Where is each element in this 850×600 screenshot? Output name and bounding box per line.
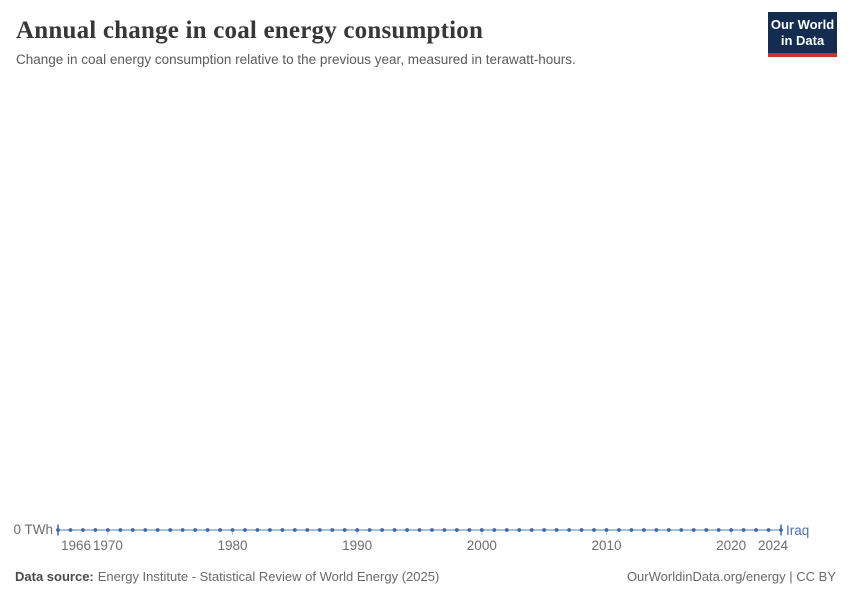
data-point-marker	[243, 528, 247, 532]
data-point-marker	[305, 528, 310, 532]
data-point-marker	[691, 528, 696, 532]
data-point-marker	[666, 528, 671, 532]
data-point-marker	[729, 528, 734, 532]
data-point-marker	[567, 528, 571, 532]
chart-header: Annual change in coal energy consumption…	[16, 16, 740, 68]
data-point-marker	[105, 528, 110, 532]
data-point-marker	[492, 528, 497, 532]
data-point-marker	[405, 528, 409, 532]
series-end-cap	[57, 524, 59, 536]
data-point-marker	[617, 528, 621, 532]
data-point-marker	[68, 528, 73, 532]
data-source-label: Data source:	[15, 569, 94, 584]
data-point-marker	[454, 528, 459, 532]
data-point-marker	[93, 528, 98, 532]
owid-logo-text-line2: in Data	[780, 33, 825, 48]
data-point-marker	[118, 528, 123, 532]
data-point-marker	[504, 528, 509, 532]
data-point-marker	[704, 528, 709, 532]
x-axis-tick-label: 1966	[61, 538, 91, 553]
data-point-marker	[268, 528, 272, 532]
data-point-marker	[517, 528, 522, 532]
data-point-marker	[255, 528, 260, 532]
data-point-marker	[218, 528, 222, 532]
data-point-marker	[367, 528, 372, 532]
data-point-marker	[542, 528, 547, 532]
data-point-marker	[592, 528, 596, 532]
data-point-marker	[380, 528, 385, 532]
line-chart-canvas: 1966 1970 1980 1990 2000 2010 2020 2024	[56, 524, 789, 553]
data-point-marker	[205, 528, 210, 532]
data-source-note: Data source: Energy Institute - Statistic…	[15, 569, 439, 585]
data-point-marker	[641, 528, 646, 532]
data-point-marker	[679, 528, 684, 532]
owid-logo[interactable]: Our World in Data	[768, 12, 837, 57]
data-point-marker	[168, 528, 173, 532]
data-point-marker	[417, 528, 422, 532]
data-point-marker	[741, 528, 746, 532]
chart-title: Annual change in coal energy consumption	[16, 17, 484, 44]
chart-footer: Data source: Energy Institute - Statistic…	[15, 569, 836, 585]
data-point-marker	[430, 528, 434, 532]
data-point-marker	[766, 528, 771, 532]
data-point-marker	[193, 528, 198, 532]
data-point-marker	[355, 528, 360, 532]
data-point-marker	[155, 528, 160, 532]
data-point-marker	[579, 528, 584, 532]
x-axis-tick-label: 2010	[591, 538, 621, 553]
series-label-iraq[interactable]: Iraq	[786, 523, 810, 538]
x-axis-tick-label: 2000	[467, 538, 497, 553]
owid-logo-text-line1: Our World	[770, 17, 835, 32]
data-point-marker	[554, 528, 559, 532]
data-point-marker	[230, 528, 235, 532]
x-axis-tick-label: 2020	[716, 538, 746, 553]
data-point-marker	[180, 528, 185, 532]
data-point-marker	[716, 528, 721, 532]
data-point-marker	[629, 528, 634, 532]
data-point-marker	[754, 528, 758, 532]
y-axis-zero-label: 0 TWh	[13, 522, 53, 537]
data-point-marker	[529, 528, 534, 532]
data-source-text[interactable]: Energy Institute - Statistical Review of…	[97, 569, 440, 584]
data-point-marker	[442, 528, 447, 532]
data-point-marker	[654, 528, 659, 532]
data-point-marker	[280, 528, 285, 532]
data-point-marker	[81, 528, 85, 532]
data-point-marker	[467, 528, 472, 532]
data-point-marker	[479, 528, 484, 532]
data-point-marker	[130, 528, 135, 532]
data-point-marker	[143, 528, 148, 532]
chart-subtitle: Change in coal energy consumption relati…	[16, 52, 576, 67]
data-point-marker	[330, 528, 335, 532]
series-end-cap	[780, 524, 782, 536]
data-point-marker	[292, 528, 297, 532]
data-point-marker	[342, 528, 347, 532]
x-axis-tick-label: 1990	[342, 538, 372, 553]
owid-url-license-link[interactable]: OurWorldinData.org/energy | CC BY	[626, 569, 836, 584]
x-axis-tick-label: 2024	[758, 538, 789, 553]
x-axis-tick-label: 1980	[217, 538, 247, 553]
data-point-marker	[392, 528, 397, 532]
x-axis-tick-label: 1970	[93, 538, 123, 553]
data-point-marker	[317, 528, 322, 532]
data-point-marker	[604, 528, 609, 532]
